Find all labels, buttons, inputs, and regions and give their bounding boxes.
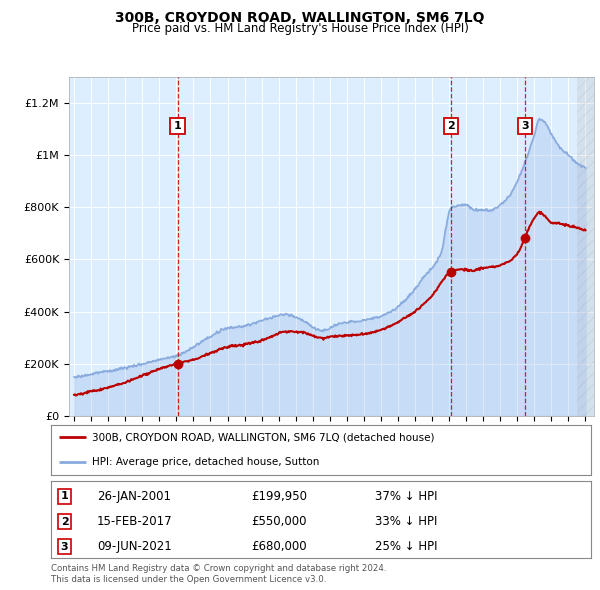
- Text: 2: 2: [447, 121, 455, 131]
- Text: 37% ↓ HPI: 37% ↓ HPI: [375, 490, 437, 503]
- Text: 09-JUN-2021: 09-JUN-2021: [97, 540, 172, 553]
- Text: 26-JAN-2001: 26-JAN-2001: [97, 490, 171, 503]
- Text: 25% ↓ HPI: 25% ↓ HPI: [375, 540, 437, 553]
- Text: 2: 2: [61, 516, 68, 526]
- Text: £550,000: £550,000: [251, 515, 307, 528]
- Text: £199,950: £199,950: [251, 490, 307, 503]
- Text: HPI: Average price, detached house, Sutton: HPI: Average price, detached house, Sutt…: [91, 457, 319, 467]
- Text: Price paid vs. HM Land Registry's House Price Index (HPI): Price paid vs. HM Land Registry's House …: [131, 22, 469, 35]
- Text: 3: 3: [61, 542, 68, 552]
- Text: 300B, CROYDON ROAD, WALLINGTON, SM6 7LQ: 300B, CROYDON ROAD, WALLINGTON, SM6 7LQ: [115, 11, 485, 25]
- Text: 3: 3: [521, 121, 529, 131]
- Text: 1: 1: [174, 121, 181, 131]
- Text: 33% ↓ HPI: 33% ↓ HPI: [375, 515, 437, 528]
- Text: £680,000: £680,000: [251, 540, 307, 553]
- Text: This data is licensed under the Open Government Licence v3.0.: This data is licensed under the Open Gov…: [51, 575, 326, 584]
- Text: 300B, CROYDON ROAD, WALLINGTON, SM6 7LQ (detached house): 300B, CROYDON ROAD, WALLINGTON, SM6 7LQ …: [91, 432, 434, 442]
- Text: 1: 1: [61, 491, 68, 501]
- Text: Contains HM Land Registry data © Crown copyright and database right 2024.: Contains HM Land Registry data © Crown c…: [51, 564, 386, 573]
- Text: 15-FEB-2017: 15-FEB-2017: [97, 515, 173, 528]
